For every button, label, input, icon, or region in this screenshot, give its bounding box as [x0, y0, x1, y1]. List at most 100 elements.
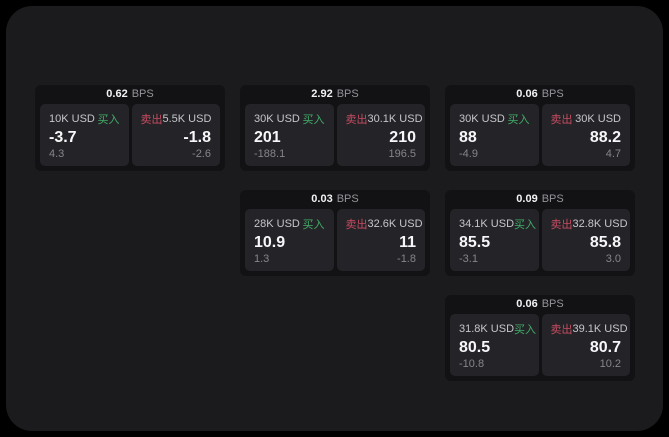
buy-delta: -4.9 [459, 148, 478, 160]
sell-notional-label: 39.1K USD [572, 323, 628, 335]
cards-grid: 0.62 BPS 10K USD 买入 -3.7 4.3 卖出 5.5K USD… [35, 85, 635, 381]
card-header: 0.06 BPS [445, 295, 635, 314]
app-window: 0.62 BPS 10K USD 买入 -3.7 4.3 卖出 5.5K USD… [6, 6, 663, 431]
buy-action-label[interactable]: 买入 [97, 114, 120, 126]
sell-panel[interactable]: 卖出 32.8K USD 85.8 3.0 [541, 209, 630, 271]
bps-unit-label: BPS [541, 193, 564, 205]
bps-value: 0.03 [311, 193, 333, 205]
card-body: 31.8K USD 买入 80.5 -10.8 卖出 39.1K USD 80.… [445, 314, 635, 381]
sell-panel-top: 卖出 5.5K USD [141, 111, 212, 127]
buy-notional-label: 31.8K USD [459, 323, 515, 335]
card-header: 0.09 BPS [445, 190, 635, 209]
buy-price: 80.5 [459, 338, 491, 356]
sell-notional-label: 32.6K USD [367, 218, 423, 230]
bps-unit-label: BPS [336, 88, 359, 100]
buy-notional-label: 34.1K USD [459, 218, 515, 230]
sell-panel[interactable]: 卖出 30K USD 88.2 4.7 [541, 104, 630, 166]
sell-delta: 4.7 [605, 148, 621, 160]
sell-action-label[interactable]: 卖出 [345, 114, 368, 126]
bps-value: 0.06 [516, 298, 538, 310]
card-header: 2.92 BPS [240, 85, 430, 104]
sell-panel-top: 卖出 32.6K USD [345, 216, 423, 232]
buy-delta: -10.8 [459, 358, 485, 370]
buy-delta: 4.3 [49, 148, 65, 160]
sell-action-label[interactable]: 卖出 [345, 219, 368, 231]
buy-notional-label: 10K USD [49, 113, 95, 125]
sell-panel[interactable]: 卖出 5.5K USD -1.8 -2.6 [131, 104, 220, 166]
buy-price: 201 [254, 128, 281, 146]
sell-delta: 3.0 [605, 253, 621, 265]
card-header: 0.03 BPS [240, 190, 430, 209]
buy-panel[interactable]: 10K USD 买入 -3.7 4.3 [40, 104, 129, 166]
sell-panel-top: 卖出 32.8K USD [550, 216, 628, 232]
bps-value: 0.09 [516, 193, 538, 205]
sell-delta: 196.5 [388, 148, 416, 160]
sell-price: 88.2 [589, 128, 621, 146]
sell-panel[interactable]: 卖出 30.1K USD 210 196.5 [336, 104, 425, 166]
sell-price: 210 [389, 128, 416, 146]
buy-delta: -3.1 [459, 253, 478, 265]
buy-notional-label: 28K USD [254, 218, 300, 230]
buy-panel-top: 31.8K USD 买入 [459, 321, 536, 337]
sell-action-label[interactable]: 卖出 [550, 114, 573, 126]
sell-panel[interactable]: 卖出 39.1K USD 80.7 10.2 [541, 314, 630, 376]
buy-notional-label: 30K USD [459, 113, 505, 125]
buy-panel[interactable]: 34.1K USD 买入 85.5 -3.1 [450, 209, 539, 271]
card-body: 28K USD 买入 10.9 1.3 卖出 32.6K USD 11 -1.8 [240, 209, 430, 276]
card-body: 34.1K USD 买入 85.5 -3.1 卖出 32.8K USD 85.8… [445, 209, 635, 276]
buy-delta: -188.1 [254, 148, 286, 160]
card-header: 0.62 BPS [35, 85, 225, 104]
card-body: 10K USD 买入 -3.7 4.3 卖出 5.5K USD -1.8 -2.… [35, 104, 225, 171]
sell-action-label[interactable]: 卖出 [550, 219, 573, 231]
buy-panel-top: 30K USD 买入 [459, 111, 530, 127]
buy-price: -3.7 [49, 128, 77, 146]
sell-notional-label: 30K USD [575, 113, 621, 125]
bps-unit-label: BPS [131, 88, 154, 100]
buy-panel-top: 34.1K USD 买入 [459, 216, 536, 232]
sell-notional-label: 30.1K USD [367, 113, 423, 125]
buy-panel[interactable]: 30K USD 买入 201 -188.1 [245, 104, 334, 166]
buy-price: 88 [459, 128, 477, 146]
sell-delta: -2.6 [192, 148, 211, 160]
sell-delta: -1.8 [397, 253, 416, 265]
buy-action-label[interactable]: 买入 [514, 324, 537, 336]
buy-price: 10.9 [254, 233, 286, 251]
sell-delta: 10.2 [599, 358, 621, 370]
buy-panel[interactable]: 28K USD 买入 10.9 1.3 [245, 209, 334, 271]
pricing-card: 2.92 BPS 30K USD 买入 201 -188.1 卖出 30.1K … [240, 85, 430, 171]
buy-panel-top: 30K USD 买入 [254, 111, 325, 127]
buy-panel-top: 10K USD 买入 [49, 111, 120, 127]
card-header: 0.06 BPS [445, 85, 635, 104]
sell-price: 11 [399, 233, 416, 251]
bps-unit-label: BPS [336, 193, 359, 205]
buy-action-label[interactable]: 买入 [302, 114, 325, 126]
sell-action-label[interactable]: 卖出 [550, 324, 573, 336]
sell-panel-top: 卖出 30K USD [551, 111, 622, 127]
bps-value: 2.92 [311, 88, 333, 100]
buy-panel[interactable]: 31.8K USD 买入 80.5 -10.8 [450, 314, 539, 376]
sell-price: 85.8 [589, 233, 621, 251]
pricing-card: 0.09 BPS 34.1K USD 买入 85.5 -3.1 卖出 32.8K… [445, 190, 635, 276]
sell-panel-top: 卖出 30.1K USD [345, 111, 423, 127]
pricing-card: 0.06 BPS 31.8K USD 买入 80.5 -10.8 卖出 39.1… [445, 295, 635, 381]
sell-panel[interactable]: 卖出 32.6K USD 11 -1.8 [336, 209, 425, 271]
pricing-card: 0.62 BPS 10K USD 买入 -3.7 4.3 卖出 5.5K USD… [35, 85, 225, 171]
sell-notional-label: 32.8K USD [572, 218, 628, 230]
bps-unit-label: BPS [541, 88, 564, 100]
buy-panel[interactable]: 30K USD 买入 88 -4.9 [450, 104, 539, 166]
card-body: 30K USD 买入 88 -4.9 卖出 30K USD 88.2 4.7 [445, 104, 635, 171]
bps-value: 0.62 [106, 88, 128, 100]
sell-action-label[interactable]: 卖出 [140, 114, 163, 126]
buy-delta: 1.3 [254, 253, 270, 265]
buy-action-label[interactable]: 买入 [507, 114, 530, 126]
buy-action-label[interactable]: 买入 [514, 219, 537, 231]
buy-panel-top: 28K USD 买入 [254, 216, 325, 232]
buy-action-label[interactable]: 买入 [302, 219, 325, 231]
buy-notional-label: 30K USD [254, 113, 300, 125]
buy-price: 85.5 [459, 233, 491, 251]
bps-value: 0.06 [516, 88, 538, 100]
pricing-card: 0.06 BPS 30K USD 买入 88 -4.9 卖出 30K USD 8… [445, 85, 635, 171]
sell-notional-label: 5.5K USD [162, 113, 212, 125]
sell-price: 80.7 [589, 338, 621, 356]
